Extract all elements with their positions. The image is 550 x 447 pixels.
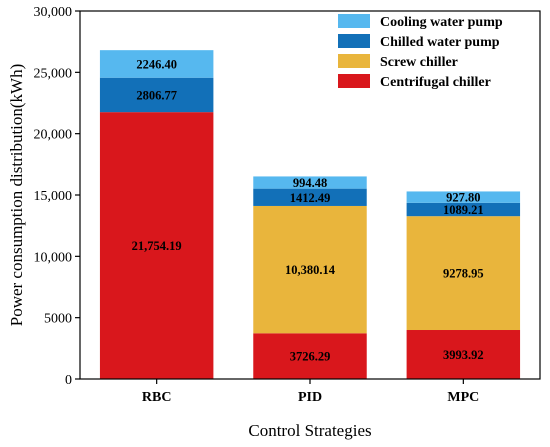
bar-segment-mpc-cooling-water-pump [406, 191, 521, 203]
legend-swatch [338, 54, 370, 68]
bar-segment-pid-chilled-water-pump [253, 188, 367, 206]
bar-value-label: 927.80 [446, 191, 480, 205]
bar-value-label: 3993.92 [443, 348, 484, 362]
segment-labels-layer: 21,754.19 2806.77 2246.40 3726.29 10,380.14 1… [132, 57, 484, 363]
bar-segment-mpc-screw-chiller [406, 216, 521, 331]
x-tick-label: MPC [447, 390, 479, 405]
x-tick-label: RBC [142, 390, 172, 405]
y-axis-title: Power consumption distribution(kWh) [7, 64, 26, 327]
bar-value-label: 3726.29 [290, 350, 331, 364]
y-tick-label: 30,000 [34, 5, 73, 20]
legend-swatch [338, 74, 370, 88]
bar-value-label: 994.48 [293, 176, 327, 190]
bar-segment-mpc-centrifugal-chiller [406, 330, 521, 379]
bar-segment-mpc-chilled-water-pump [406, 202, 521, 217]
bar-value-label: 9278.95 [443, 267, 484, 281]
bar-segment-rbc-centrifugal-chiller [99, 112, 214, 379]
bar-segment-pid-cooling-water-pump [253, 176, 367, 189]
bar-value-label: 1089.21 [443, 203, 484, 217]
y-axis: 0 5000 10,000 15,000 20,000 25,000 30,000 [34, 5, 80, 388]
y-tick-label: 10,000 [34, 250, 73, 265]
bar-value-label: 2246.40 [136, 57, 177, 71]
legend-label: Centrifugal chiller [380, 75, 491, 90]
bar-segment-pid-screw-chiller [253, 205, 367, 334]
y-tick-label: 15,000 [34, 189, 73, 204]
x-tick-label: PID [298, 390, 322, 405]
bar-value-label: 10,380.14 [285, 263, 336, 277]
bar-value-label: 1412.49 [290, 191, 331, 205]
bar-value-label: 21,754.19 [132, 239, 182, 253]
legend-label: Cooling water pump [380, 15, 503, 30]
bar-segment-pid-centrifugal-chiller [253, 333, 367, 379]
bar-segment-rbc-chilled-water-pump [99, 77, 214, 113]
y-tick-label: 25,000 [34, 66, 73, 81]
y-tick-label: 5000 [44, 312, 72, 327]
y-tick-label: 20,000 [34, 128, 73, 143]
x-axis-title: Control Strategies [248, 421, 371, 440]
bars-layer [99, 50, 521, 379]
y-tick-label: 0 [65, 373, 72, 388]
legend-label: Chilled water pump [380, 35, 500, 50]
bar-value-label: 2806.77 [136, 88, 177, 102]
legend-swatch [338, 14, 370, 28]
x-axis: RBC PID MPC [142, 379, 479, 405]
bar-segment-rbc-cooling-water-pump [99, 50, 214, 78]
legend-label: Screw chiller [380, 55, 458, 70]
legend-swatch [338, 34, 370, 48]
legend: Cooling water pump Chilled water pump Scre… [338, 14, 503, 90]
